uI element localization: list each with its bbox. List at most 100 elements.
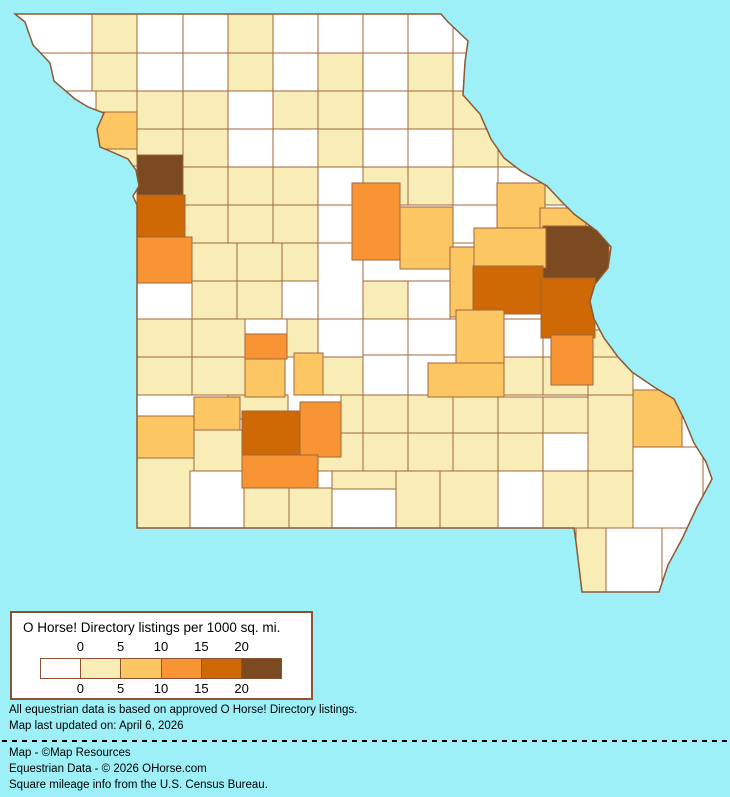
county-cell (317, 128, 364, 168)
county-cell (136, 154, 184, 196)
county-cell (236, 242, 283, 282)
footer-note-data-source: All equestrian data is based on approved… (9, 704, 358, 716)
county-cell (587, 470, 634, 529)
county-cell (452, 396, 499, 434)
footer-credit-equestrian-data: Equestrian Data - © 2026 OHorse.com (9, 763, 207, 775)
county-cell (91, 52, 138, 92)
legend-tick-bottom: 20 (234, 681, 249, 696)
county-cell (322, 356, 364, 396)
state-outline (12, 13, 713, 593)
county-cell (587, 394, 634, 472)
county-cell (193, 429, 243, 472)
county-cell (91, 14, 138, 54)
county-cell (272, 90, 319, 130)
county-cell (182, 166, 229, 206)
county-cell (191, 318, 246, 358)
county-cell (351, 182, 401, 261)
county-cell (191, 280, 238, 320)
county-cell (473, 227, 547, 269)
county-cell (182, 90, 229, 130)
county-cell (227, 90, 274, 130)
missouri-county-map (12, 13, 713, 593)
county-cell (191, 356, 246, 396)
county-cell (182, 128, 229, 168)
county-cell (136, 356, 193, 396)
county-cell (497, 470, 544, 529)
county-cell (281, 280, 319, 320)
county-cell (632, 389, 683, 448)
county-cell (293, 352, 324, 396)
county-cell (407, 394, 454, 434)
county-cell (362, 52, 409, 92)
county-cell (542, 225, 610, 285)
county-cell (281, 242, 319, 282)
county-cell (407, 432, 454, 472)
county-cell (542, 470, 589, 529)
county-cell (227, 52, 274, 92)
county-cell (472, 265, 544, 315)
county-cell (439, 470, 499, 529)
county-cell (299, 401, 342, 458)
county-cell (605, 527, 663, 592)
county-cell (452, 432, 499, 472)
county-cell (227, 166, 274, 206)
county-cell (497, 128, 544, 168)
county-cell (497, 90, 544, 130)
legend-title: O Horse! Directory listings per 1000 sq.… (23, 620, 281, 635)
county-cell (540, 277, 596, 339)
county-cell (427, 362, 505, 398)
county-cell (136, 415, 195, 459)
county-cell (452, 128, 499, 168)
county-cell (241, 454, 319, 489)
county-cell (193, 396, 241, 431)
county-cell (407, 90, 454, 130)
legend-tick-bottom: 5 (117, 681, 125, 696)
legend-tick-top: 5 (117, 639, 125, 654)
county-cell (136, 52, 184, 92)
county-cell (407, 280, 451, 320)
county-cell (542, 128, 589, 168)
county-cell (272, 204, 319, 244)
county-cell (362, 318, 409, 358)
county-cell (244, 333, 288, 360)
county-cell (362, 14, 409, 54)
county-cell (182, 14, 229, 54)
county-cell (39, 90, 97, 130)
county-cell (452, 166, 499, 206)
county-cell (15, 14, 93, 54)
choropleth-map-svg (12, 13, 713, 593)
county-cell (189, 470, 245, 529)
county-cell (407, 166, 454, 206)
legend-tick-bottom: 15 (194, 681, 209, 696)
footer-note-last-updated: Map last updated on: April 6, 2026 (9, 720, 184, 732)
legend-swatch (120, 658, 162, 679)
county-cell (272, 52, 319, 92)
county-cell (407, 318, 457, 358)
county-cell (15, 52, 93, 92)
county-cell (542, 432, 589, 472)
county-cell (136, 194, 186, 238)
county-cell (182, 52, 229, 92)
county-cell (497, 396, 544, 434)
county-cell (136, 457, 195, 529)
county-cell (272, 166, 319, 206)
county-cell (449, 246, 475, 318)
legend-swatch (80, 658, 122, 679)
county-cell (331, 470, 397, 490)
county-cell (272, 14, 319, 54)
legend-tick-bottom: 10 (153, 681, 169, 696)
county-cell (317, 90, 364, 130)
county-cell (362, 280, 409, 320)
county-cell (227, 128, 274, 168)
county-cell (632, 446, 704, 529)
county-cell (317, 204, 353, 244)
county-cell (236, 280, 283, 320)
county-cell (317, 14, 364, 54)
county-cell (96, 111, 138, 150)
county-cell (244, 358, 286, 398)
legend-tick-top: 15 (194, 639, 209, 654)
legend-box: O Horse! Directory listings per 1000 sq.… (10, 611, 313, 700)
county-cell (407, 52, 454, 92)
county-cell (286, 318, 319, 358)
county-cell (452, 52, 499, 92)
